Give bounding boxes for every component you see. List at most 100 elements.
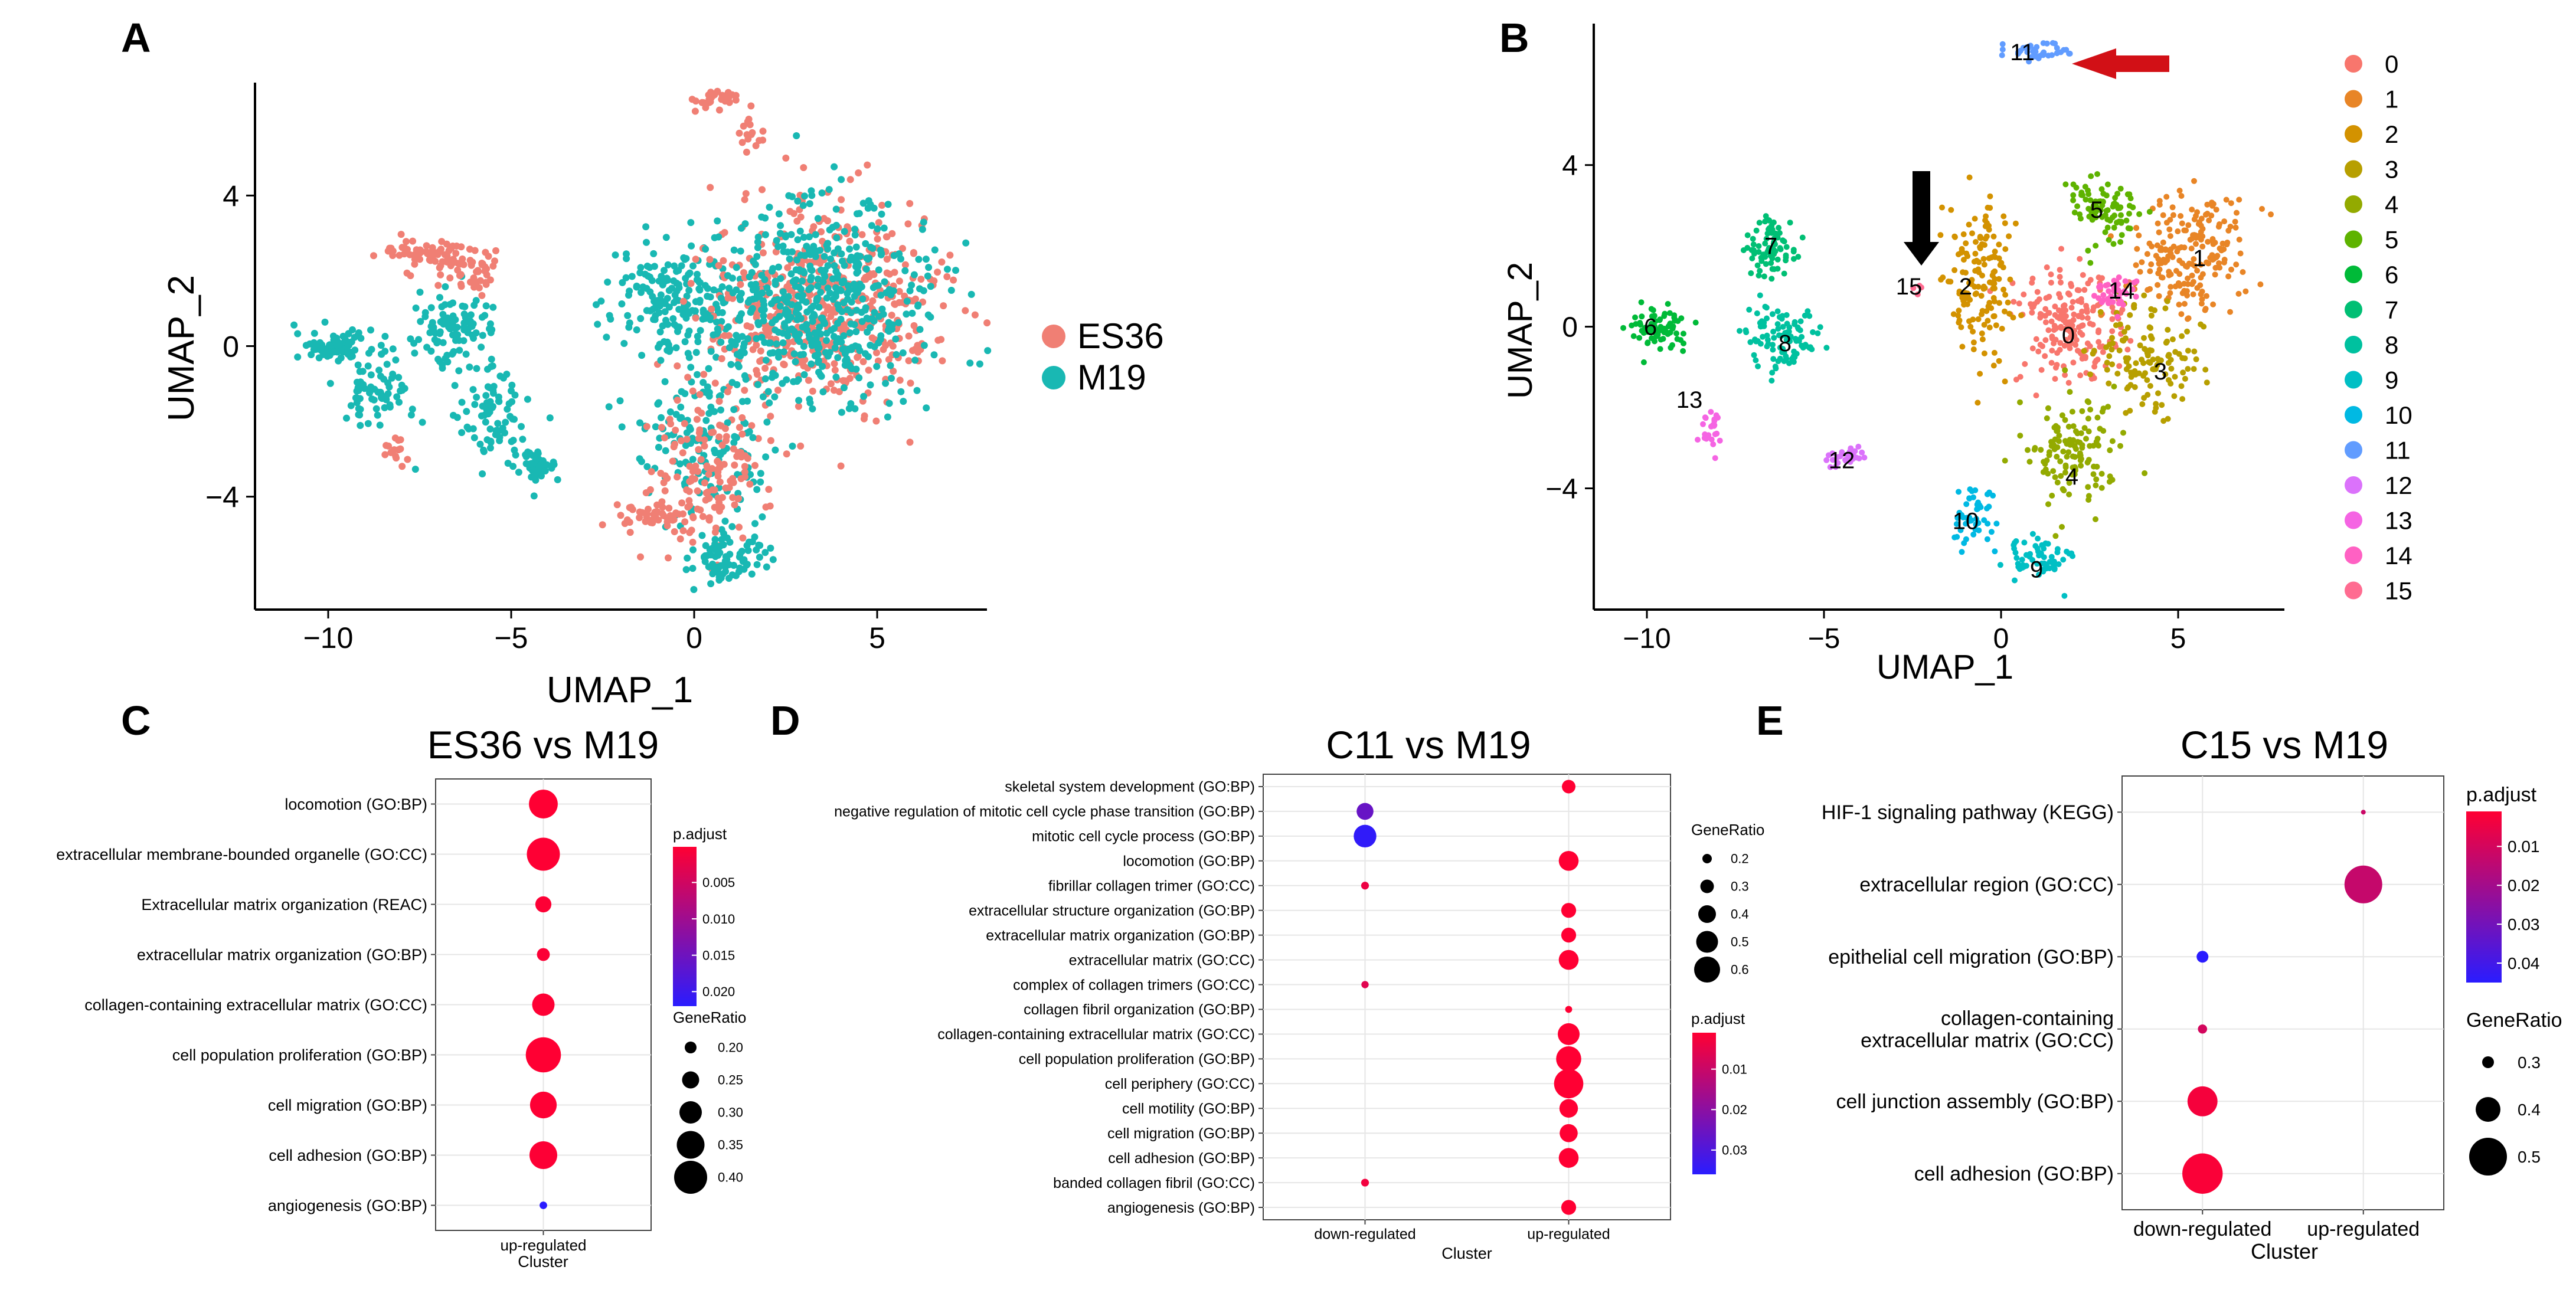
umap-point-m19 bbox=[718, 536, 725, 543]
umap-point-m19 bbox=[748, 570, 756, 578]
umap-point-cluster-4 bbox=[2085, 493, 2092, 499]
umap-point-cluster-3 bbox=[2123, 366, 2130, 372]
term-label: cell adhesion (GO:BP) bbox=[269, 1147, 427, 1164]
umap-point-es36 bbox=[782, 154, 790, 162]
umap-point-cluster-0 bbox=[2073, 337, 2080, 343]
umap-point-cluster-0 bbox=[2080, 322, 2086, 329]
legend-swatch-cluster-12 bbox=[2345, 476, 2362, 494]
umap-point-cluster-7 bbox=[1744, 245, 1751, 251]
umap-point-cluster-5 bbox=[2093, 204, 2100, 210]
umap-point-m19 bbox=[345, 339, 353, 347]
umap-point-cluster-3 bbox=[2114, 371, 2121, 377]
size-legend-label: 0.3 bbox=[2518, 1053, 2541, 1072]
umap-point-m19 bbox=[550, 459, 557, 466]
panel-e-title: C15 vs M19 bbox=[2181, 723, 2388, 767]
umap-point-es36 bbox=[437, 262, 444, 270]
umap-point-m19 bbox=[502, 418, 509, 426]
umap-point-m19 bbox=[463, 423, 471, 431]
umap-point-cluster-9 bbox=[2051, 566, 2058, 572]
umap-point-cluster-0 bbox=[2048, 359, 2055, 366]
umap-point-m19 bbox=[607, 315, 614, 323]
umap-point-es36 bbox=[738, 414, 746, 421]
umap-point-m19 bbox=[326, 341, 334, 349]
umap-point-m19 bbox=[384, 390, 392, 398]
legend-swatch-cluster-14 bbox=[2345, 546, 2362, 564]
umap-point-cluster-1 bbox=[2181, 300, 2188, 307]
umap-point-cluster-4 bbox=[2045, 501, 2051, 508]
umap-point-es36 bbox=[650, 510, 658, 518]
umap-point-m19 bbox=[878, 210, 885, 218]
umap-point-m19 bbox=[806, 334, 813, 342]
umap-point-cluster-0 bbox=[2079, 314, 2085, 320]
umap-point-es36 bbox=[888, 312, 895, 319]
umap-point-cluster-0 bbox=[2052, 303, 2058, 310]
category-label: down-regulated bbox=[2133, 1218, 2271, 1240]
umap-point-m19 bbox=[815, 359, 822, 366]
umap-point-m19 bbox=[489, 303, 497, 311]
umap-point-m19 bbox=[924, 311, 932, 319]
umap-point-es36 bbox=[694, 487, 701, 495]
umap-point-cluster-5 bbox=[2100, 191, 2107, 197]
term-label: collagen-containing bbox=[1941, 1007, 2114, 1030]
umap-point-cluster-11 bbox=[2049, 40, 2056, 46]
umap-point-cluster-1 bbox=[2167, 233, 2173, 239]
umap-point-cluster-0 bbox=[2048, 280, 2054, 286]
umap-point-cluster-10 bbox=[1963, 515, 1970, 521]
umap-point-cluster-3 bbox=[2159, 402, 2165, 408]
umap-point-cluster-0 bbox=[2057, 274, 2063, 280]
panel-e-grid bbox=[2122, 776, 2444, 1210]
umap-point-cluster-5 bbox=[2102, 212, 2108, 218]
umap-point-cluster-2 bbox=[1996, 358, 2002, 364]
umap-point-cluster-9 bbox=[2019, 556, 2025, 563]
umap-point-m19 bbox=[757, 470, 764, 477]
umap-point-m19 bbox=[622, 274, 630, 281]
umap-point-m19 bbox=[769, 556, 777, 564]
umap-point-m19 bbox=[882, 379, 890, 387]
enrichment-dot bbox=[529, 790, 558, 818]
umap-point-m19 bbox=[737, 290, 745, 297]
umap-point-cluster-1 bbox=[2163, 194, 2170, 200]
umap-point-es36 bbox=[666, 512, 674, 519]
umap-point-m19 bbox=[661, 300, 669, 307]
umap-point-cluster-8 bbox=[1806, 313, 1813, 319]
umap-point-cluster-14 bbox=[2104, 281, 2111, 288]
umap-point-m19 bbox=[488, 326, 496, 333]
umap-point-cluster-3 bbox=[2152, 307, 2157, 313]
umap-point-cluster-8 bbox=[1737, 328, 1743, 334]
umap-point-m19 bbox=[885, 328, 893, 335]
x-tick-label: −5 bbox=[494, 621, 528, 654]
umap-point-m19 bbox=[797, 286, 805, 293]
umap-point-cluster-3 bbox=[2165, 326, 2171, 333]
umap-point-m19 bbox=[838, 308, 846, 315]
umap-point-cluster-1 bbox=[2123, 283, 2129, 289]
umap-point-cluster-6 bbox=[1632, 314, 1638, 320]
umap-point-cluster-9 bbox=[2045, 541, 2051, 547]
umap-point-cluster-1 bbox=[2168, 284, 2174, 290]
umap-point-cluster-4 bbox=[2070, 437, 2077, 443]
umap-point-m19 bbox=[664, 320, 672, 328]
umap-point-m19 bbox=[976, 360, 983, 368]
umap-point-cluster-2 bbox=[1948, 207, 1954, 213]
umap-point-cluster-4 bbox=[2025, 447, 2031, 453]
umap-point-cluster-1 bbox=[2209, 252, 2215, 258]
enrichment-dot bbox=[540, 1201, 547, 1209]
umap-point-cluster-2 bbox=[1969, 230, 1975, 237]
umap-point-cluster-3 bbox=[2147, 333, 2154, 339]
umap-point-cluster-4 bbox=[2069, 472, 2075, 478]
umap-point-es36 bbox=[689, 467, 697, 475]
umap-point-m19 bbox=[800, 343, 808, 350]
umap-point-cluster-2 bbox=[2002, 292, 2009, 298]
umap-point-cluster-3 bbox=[2158, 357, 2164, 364]
umap-point-m19 bbox=[838, 176, 845, 184]
umap-point-cluster-3 bbox=[2204, 379, 2210, 386]
umap-point-cluster-1 bbox=[2160, 239, 2166, 245]
enrichment-dot bbox=[1361, 1178, 1369, 1187]
umap-point-cluster-7 bbox=[1790, 247, 1797, 253]
umap-point-cluster-8 bbox=[1757, 292, 1763, 299]
umap-point-cluster-0 bbox=[2070, 359, 2077, 366]
umap-point-cluster-7 bbox=[1771, 251, 1777, 257]
size-legend-label: 0.25 bbox=[718, 1073, 743, 1088]
umap-point-m19 bbox=[814, 215, 822, 222]
umap-point-m19 bbox=[512, 451, 519, 459]
umap-point-cluster-8 bbox=[1773, 365, 1779, 372]
